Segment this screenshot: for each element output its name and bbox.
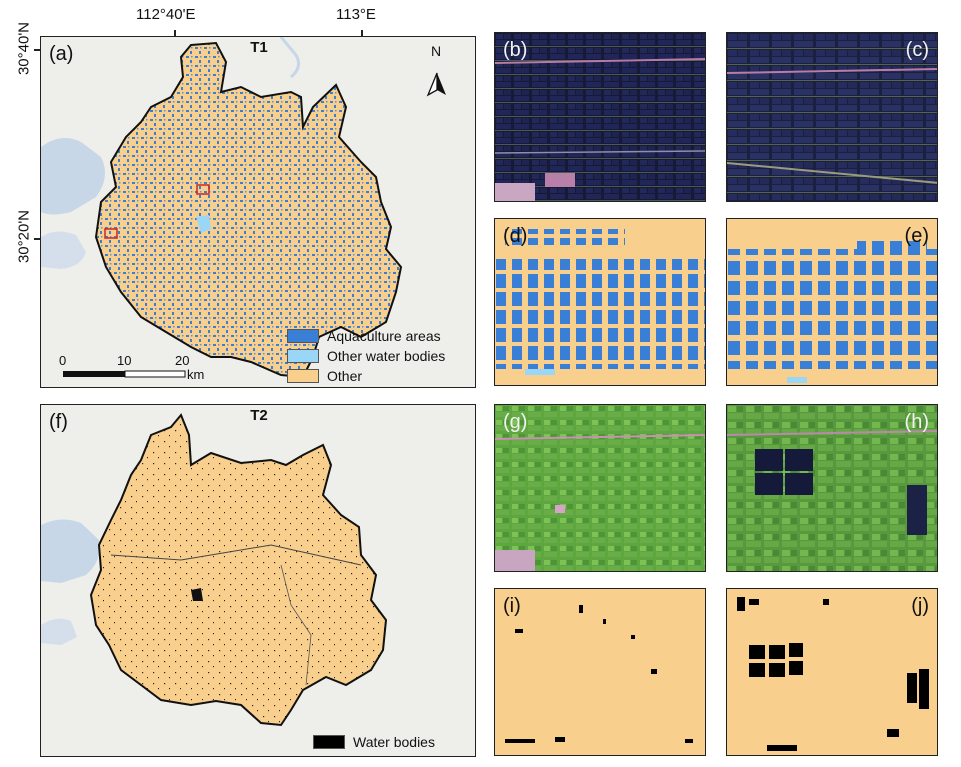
legend-swatch: [287, 329, 319, 343]
satellite-image: [495, 405, 705, 571]
satellite-image: [495, 33, 705, 201]
panel-label-j: (j): [911, 595, 929, 617]
imagery-panel-c: (c): [726, 32, 938, 202]
classification-map: [505, 605, 693, 743]
axis-tick: [34, 49, 41, 51]
satellite-image: [727, 33, 937, 201]
legend-item: Aquaculture areas: [287, 327, 441, 345]
map-panel-a: (a) T1 N 0 10 20 km Aquaculture areas Ot…: [40, 36, 476, 388]
inset-box: [104, 228, 118, 239]
panel-label-f: (f): [49, 411, 68, 433]
classification-map: [495, 229, 705, 375]
satellite-image: [727, 405, 937, 571]
panel-label-g: (g): [503, 411, 528, 433]
inset-box: [196, 184, 210, 195]
legend-t2: Water bodies: [313, 733, 473, 751]
imagery-panel-g: (g): [494, 404, 706, 572]
legend-swatch: [287, 369, 319, 383]
panel-title-t2: T2: [250, 407, 268, 424]
scalebar-tick: 10: [117, 353, 132, 368]
imagery-panel-h: (h): [726, 404, 938, 572]
panel-label-h: (h): [904, 411, 929, 433]
north-arrow-icon: [426, 72, 446, 97]
panel-label-i: (i): [503, 595, 521, 617]
latitude-label: 30°40'N: [15, 21, 33, 76]
longitude-label: 112°40'E: [136, 6, 196, 23]
latitude-label: 30°20'N: [15, 209, 33, 264]
panel-label-c: (c): [905, 39, 929, 61]
imagery-panel-b: (b): [494, 32, 706, 202]
scalebar-tick: 0: [59, 353, 67, 368]
legend-label: Water bodies: [353, 734, 435, 750]
axis-tick: [361, 30, 363, 37]
classification-panel-j: (j): [726, 588, 938, 756]
scalebar-tick: 20: [175, 353, 190, 368]
classification-panel-e: (e): [726, 218, 938, 386]
scalebar-segment: [63, 371, 125, 377]
scalebar-unit: km: [187, 367, 205, 382]
longitude-label: 113°E: [336, 6, 376, 23]
legend-label: Other: [327, 368, 363, 384]
map-t2: [41, 405, 475, 756]
legend-label: Other water bodies: [327, 348, 446, 364]
legend-swatch: [313, 735, 345, 749]
panel-label-a: (a): [49, 43, 74, 65]
panel-label-d: (d): [503, 225, 528, 247]
legend-label: Aquaculture areas: [327, 328, 441, 344]
legend-item: Water bodies: [313, 733, 435, 751]
map-panel-f: (f) T2 Water bodies: [40, 404, 476, 757]
legend-swatch: [287, 349, 319, 363]
classification-map: [727, 239, 937, 383]
panel-title-t1: T1: [250, 39, 268, 56]
legend-t1: Aquaculture areas Other water bodies Oth…: [287, 327, 475, 387]
scalebar-segment: [124, 370, 186, 378]
panel-label-b: (b): [503, 39, 528, 61]
classification-panel-i: (i): [494, 588, 706, 756]
north-label: N: [431, 43, 442, 59]
axis-tick: [34, 238, 41, 240]
legend-item: Other water bodies: [287, 347, 445, 365]
classification-panel-d: (d): [494, 218, 706, 386]
classification-map: [737, 597, 929, 751]
axis-tick: [174, 30, 176, 37]
map-t1: [41, 37, 475, 387]
panel-label-e: (e): [904, 225, 929, 247]
legend-item: Other: [287, 367, 362, 385]
